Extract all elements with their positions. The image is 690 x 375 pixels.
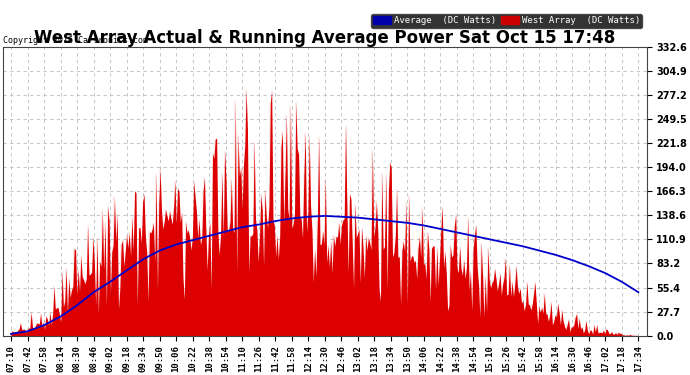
Legend: Average  (DC Watts), West Array  (DC Watts): Average (DC Watts), West Array (DC Watts… [371, 14, 642, 28]
Text: Copyright 2016 Cartronics.com: Copyright 2016 Cartronics.com [3, 36, 148, 45]
Title: West Array Actual & Running Average Power Sat Oct 15 17:48: West Array Actual & Running Average Powe… [34, 29, 615, 47]
